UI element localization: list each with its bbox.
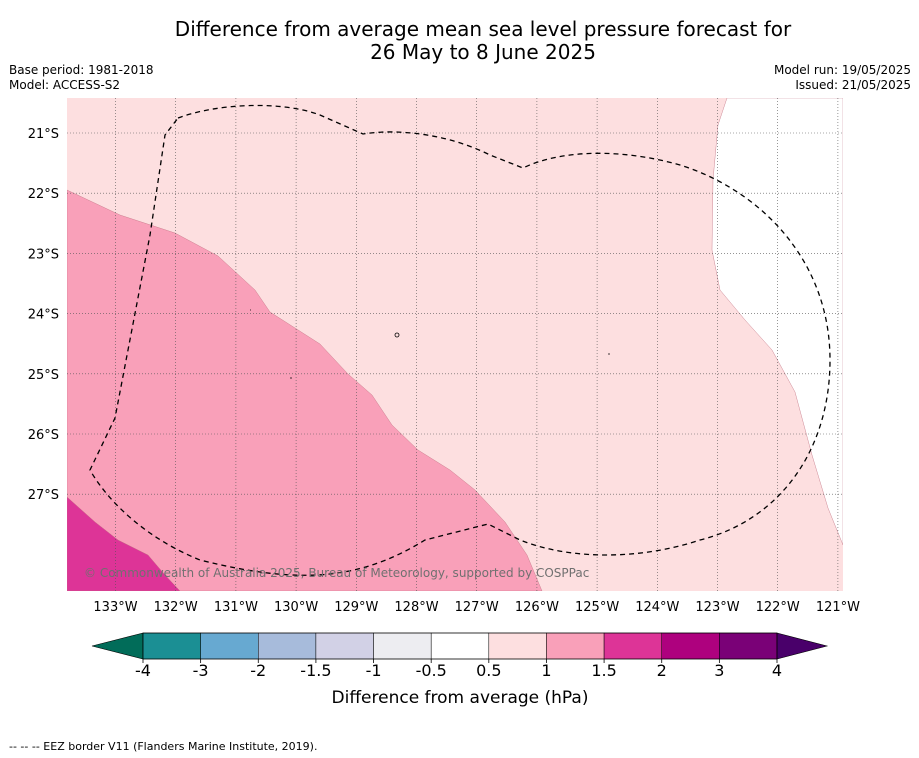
colorbar-segment xyxy=(373,632,432,660)
model-name: Model: ACCESS-S2 xyxy=(9,78,121,92)
colorbar-segment xyxy=(200,632,259,660)
colorbar-tick-label: 1.5 xyxy=(591,661,616,680)
longitude-label: 127°W xyxy=(455,600,499,615)
colorbar-tick-labels: -4 -3 -2 -1.5 -1 -0.5 0.5 1 1.5 2 3 4 xyxy=(135,659,782,680)
latitude-label: 21°S xyxy=(28,127,59,142)
copyright-notice: © Commonwealth of Australia 2025, Bureau… xyxy=(84,566,589,580)
longitude-labels: 133°W 132°W 131°W 130°W 129°W 128°W 127°W 126°W… xyxy=(93,600,860,615)
colorbar-tick-label: -0.5 xyxy=(416,661,447,680)
longitude-label: 122°W xyxy=(756,600,800,615)
base-period: Base period: 1981-2018 xyxy=(9,63,154,77)
colorbar-tick-label: 0.5 xyxy=(476,661,501,680)
colorbar-label: Difference from average (hPa) xyxy=(332,688,589,708)
colorbar-segment xyxy=(546,632,605,660)
issued-date: Issued: 21/05/2025 xyxy=(795,78,911,92)
colorbar: -4 -3 -2 -1.5 -1 -0.5 0.5 1 1.5 2 3 4 Difference fr… xyxy=(91,632,829,708)
latitude-labels: 21°S 22°S 23°S 24°S 25°S 26°S 27°S xyxy=(28,127,59,503)
title-line-1: Difference from average mean sea level p… xyxy=(174,17,792,41)
latitude-label: 27°S xyxy=(28,488,59,503)
eez-legend-note: -- -- -- EEZ border V11 (Flanders Marine… xyxy=(9,740,318,753)
longitude-label: 124°W xyxy=(635,600,679,615)
colorbar-segment xyxy=(258,632,317,660)
colorbar-under-arrow xyxy=(91,632,144,660)
longitude-label: 133°W xyxy=(93,600,137,615)
colorbar-tick-label: -2 xyxy=(250,661,266,680)
longitude-label: 121°W xyxy=(816,600,860,615)
map-plot-area: © Commonwealth of Australia 2025, Bureau… xyxy=(67,98,843,591)
longitude-label: 131°W xyxy=(214,600,258,615)
colorbar-tick-label: -1 xyxy=(366,661,382,680)
anomaly-region-1p5-2 xyxy=(67,496,181,591)
latitude-label: 22°S xyxy=(28,187,59,202)
colorbar-tick-label: 1 xyxy=(541,661,551,680)
colorbar-segments xyxy=(142,632,778,660)
colorbar-tick-label: 3 xyxy=(714,661,724,680)
colorbar-segment xyxy=(661,632,720,660)
eez-border-line xyxy=(89,104,831,576)
longitude-label: 126°W xyxy=(515,600,559,615)
colorbar-tick-label: 2 xyxy=(657,661,667,680)
meta-right: Model run: 19/05/2025 Issued: 21/05/2025 xyxy=(774,63,911,93)
anomaly-region-neutral xyxy=(711,98,843,546)
map-title: Difference from average mean sea level p… xyxy=(0,18,919,64)
colorbar-tick-label: -4 xyxy=(135,661,151,680)
colorbar-segment xyxy=(315,632,374,660)
colorbar-segment xyxy=(488,632,547,660)
latitude-label: 23°S xyxy=(28,247,59,262)
meta-left: Base period: 1981-2018 Model: ACCESS-S2 xyxy=(9,63,154,93)
longitude-label: 132°W xyxy=(154,600,198,615)
colorbar-segment xyxy=(430,632,490,660)
colorbar-tick-label: -1.5 xyxy=(300,661,331,680)
colorbar-tick-label: -3 xyxy=(193,661,209,680)
longitude-label: 129°W xyxy=(334,600,378,615)
longitude-label: 123°W xyxy=(695,600,739,615)
small-contour-mark xyxy=(250,309,610,379)
model-run: Model run: 19/05/2025 xyxy=(773,63,911,77)
longitude-label: 128°W xyxy=(394,600,438,615)
colorbar-over-arrow xyxy=(776,632,829,660)
latitude-label: 24°S xyxy=(28,308,59,323)
graticule xyxy=(67,98,843,591)
pressure-map: © Commonwealth of Australia 2025, Bureau… xyxy=(28,98,860,708)
longitude-label: 130°W xyxy=(274,600,318,615)
longitude-label: 125°W xyxy=(575,600,619,615)
colorbar-segment xyxy=(719,632,778,660)
colorbar-segment xyxy=(142,632,201,660)
latitude-label: 26°S xyxy=(28,428,59,443)
colorbar-tick-label: 4 xyxy=(772,661,782,680)
latitude-label: 25°S xyxy=(28,368,59,383)
anomaly-region-1-1p5 xyxy=(67,189,543,591)
colorbar-frame xyxy=(142,632,778,660)
colorbar-segment xyxy=(603,632,662,660)
title-line-2: 26 May to 8 June 2025 xyxy=(370,40,596,64)
